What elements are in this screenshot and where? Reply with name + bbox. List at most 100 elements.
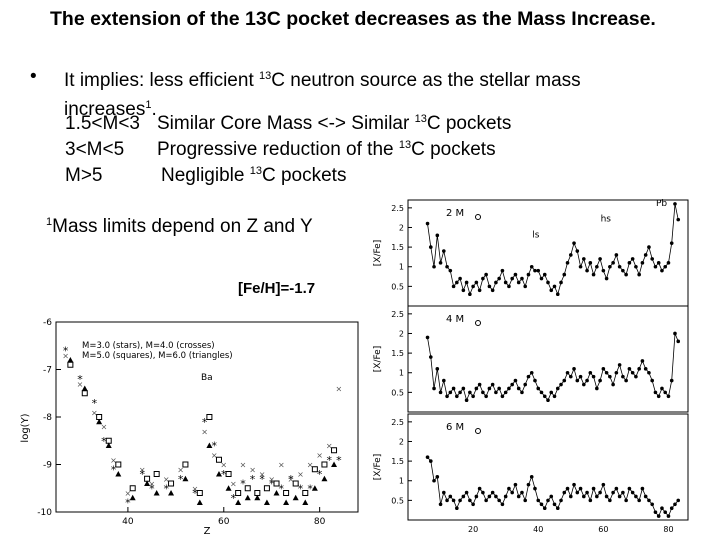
xfe-data-point: [529, 264, 534, 269]
xfe-data-point: [565, 261, 570, 265]
scatter-point-cross: ×: [211, 451, 218, 460]
xfe-data-point: [526, 374, 531, 379]
xfe-data-point: [578, 486, 583, 491]
xfe-data-point: [565, 370, 570, 375]
xfe-ytick-label: 2: [399, 223, 404, 232]
scatter-point-star: *: [77, 373, 83, 386]
xfe-data-point: [455, 280, 459, 285]
xfe-data-point: [611, 382, 615, 387]
xfe-ytick-label: 0.5: [391, 282, 404, 291]
footnote-marker: 1: [46, 216, 53, 228]
xfe-panel-mass-label: 2 M: [446, 208, 464, 219]
xfe-xtick-label: 60: [598, 525, 608, 534]
scatter-point-square: [331, 447, 338, 454]
xfe-data-point: [536, 268, 541, 273]
xfe-data-point: [582, 382, 586, 387]
xfe-data-point: [595, 264, 599, 269]
scatter-point-square: [196, 490, 203, 496]
xfe-data-point: [428, 459, 433, 463]
xfe-xtick-label: 20: [468, 525, 478, 534]
xfe-data-point: [529, 370, 534, 375]
scatter-point-star: *: [317, 468, 323, 481]
xfe-panel-mass-label: 6 M: [446, 422, 464, 433]
scatter-point-cross: ×: [201, 427, 208, 436]
xfe-panel-ylabel: [X/Fe]: [373, 346, 383, 372]
scatter-point-star: *: [259, 473, 265, 486]
scatter-point-cross: ×: [192, 484, 199, 493]
scatter-point-square: [292, 480, 299, 487]
xfe-data-point: [425, 221, 430, 226]
xfe-data-point: [516, 494, 521, 499]
xfe-panels-chart: [X/Fe] 0.5 1 1.5 2 2.5 2 M ls hs Pb [X/Fe] 0.5 1 1.5 2…: [373, 199, 689, 534]
xfe-data-point: [614, 370, 619, 375]
xfe-data-point: [601, 367, 606, 371]
xfe-data-point: [565, 486, 570, 491]
bullet-text-a: It implies: less efficient: [64, 70, 260, 91]
xfe-data-point: [445, 264, 449, 269]
xfe-data-point: [533, 268, 537, 273]
xfe-data-point: [510, 276, 514, 281]
xfe-data-point: [621, 490, 625, 495]
xfe-data-point: [432, 264, 436, 269]
xfe-data-point: [598, 378, 602, 383]
xfe-data-point: [656, 394, 661, 399]
xfe-data-point: [627, 261, 632, 265]
xfe-data-point: [585, 378, 589, 383]
xfe-data-point: [448, 268, 453, 273]
xfe-data-point: [536, 386, 541, 391]
xfe-data-point: [536, 498, 541, 503]
scatter-point-triangle: [153, 490, 160, 496]
xfe-data-point: [595, 386, 599, 391]
xfe-data-point: [442, 490, 446, 495]
xfe-data-point: [640, 486, 645, 491]
scatter-point-triangle: [105, 442, 112, 448]
xfe-data-point: [490, 288, 495, 293]
xfe-ytick-label: 1.5: [391, 243, 404, 252]
xfe-ytick-label: 2: [399, 437, 404, 446]
xfe-data-point: [497, 386, 501, 391]
xfe-data-point: [526, 482, 531, 487]
scatter-point-star: *: [279, 482, 285, 495]
scatter-ytick-label: -6: [43, 318, 52, 328]
xfe-data-point: [428, 355, 433, 359]
xfe-data-point: [520, 490, 524, 495]
xfe-data-point: [474, 494, 479, 499]
scatter-point-triangle: [311, 485, 318, 491]
xfe-data-point: [539, 390, 544, 395]
xfe-data-point: [438, 261, 443, 265]
xfe-data-point: [552, 394, 557, 399]
xfe-data-point: [490, 382, 495, 387]
xfe-element-label: Pb: [656, 199, 667, 209]
xfe-data-point: [598, 257, 602, 261]
xfe-data-point: [546, 398, 550, 403]
footnote: 1Mass limits depend on Z and Y: [46, 216, 313, 238]
scatter-point-star: *: [178, 473, 184, 486]
scatter-point-star: *: [288, 473, 294, 486]
scatter-point-star: *: [111, 463, 117, 476]
metallicity-label: [Fe/H]=-1.7: [238, 280, 316, 297]
mass-range: 3<M<5: [65, 139, 125, 160]
xfe-data-point: [650, 502, 654, 507]
scatter-point-cross: ×: [326, 442, 333, 451]
slide-title: The extension of the 13C pocket decrease…: [50, 8, 656, 30]
xfe-data-point: [555, 292, 560, 297]
xfe-data-point: [591, 486, 596, 491]
mass-range-desc: Negligible 13C pockets: [161, 165, 347, 186]
xfe-data-point: [448, 494, 453, 499]
xfe-data-point: [637, 272, 641, 277]
xfe-data-point: [494, 390, 498, 395]
xfe-ytick-label: 1: [399, 263, 404, 272]
scatter-point-square: [215, 456, 222, 463]
xfe-data-point: [523, 498, 528, 503]
xfe-data-point: [653, 390, 658, 395]
scatter-point-cross: ×: [249, 465, 256, 474]
xfe-data-point: [539, 276, 544, 281]
scatter-point-star: *: [269, 478, 275, 491]
solar-mass-symbol: [475, 320, 481, 326]
scatter-point-square: [311, 466, 318, 473]
xfe-data-point: [458, 498, 462, 503]
xfe-ytick-label: 2.5: [391, 418, 404, 427]
xfe-data-point: [468, 292, 472, 297]
xfe-data-point: [624, 378, 628, 383]
xfe-data-point: [435, 475, 440, 479]
